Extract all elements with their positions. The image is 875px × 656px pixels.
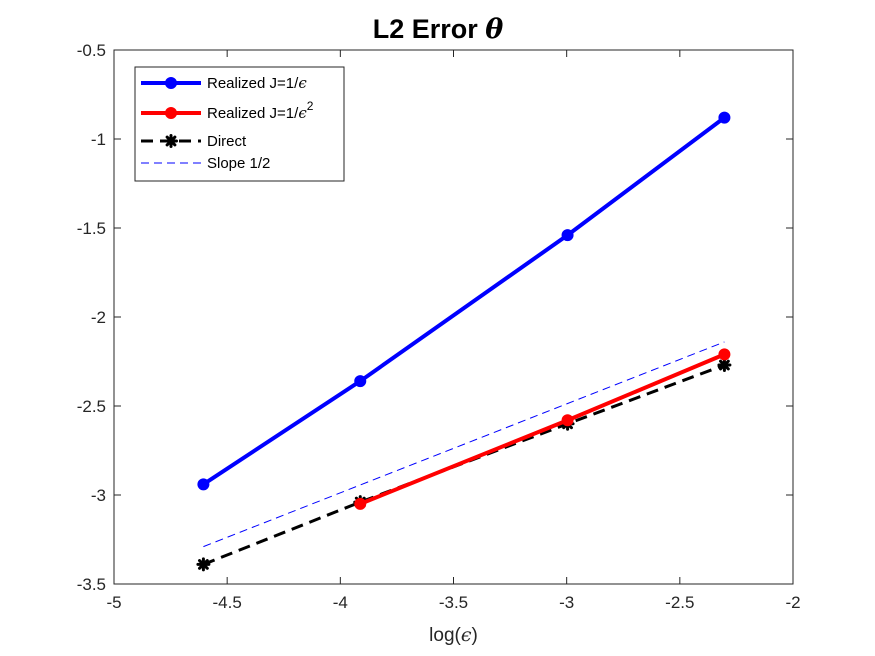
- data-point: [196, 557, 211, 572]
- x-tick-label: -2: [785, 593, 800, 612]
- y-tick-label: -1.5: [77, 219, 106, 238]
- svg-text:L2 Error θ: L2 Error θ: [373, 14, 504, 45]
- series-1: [197, 111, 731, 491]
- x-axis-label: log(ϵ): [429, 624, 478, 646]
- x-tick-label: -3.5: [439, 593, 468, 612]
- legend-item: Slope 1/2: [141, 155, 270, 172]
- x-axis-label-symbol: ϵ: [461, 624, 472, 646]
- data-point: [354, 497, 367, 510]
- y-tick-label: -3.5: [77, 575, 106, 594]
- x-tick-label: -3: [559, 593, 574, 612]
- series-line: [202, 116, 726, 486]
- y-tick-label: -3: [91, 486, 106, 505]
- x-axis-label-text: log(: [429, 625, 461, 646]
- chart-title: L2 Error θ: [373, 14, 504, 45]
- legend-item: Realized J=1/ϵ2: [141, 99, 314, 122]
- x-tick-label: -4: [333, 593, 348, 612]
- title-symbol: θ: [485, 14, 503, 45]
- x-axis: -5 -4.5 -4 -3.5 -3 -2.5 -2: [106, 50, 801, 612]
- series-layer: [196, 111, 732, 572]
- series-2: [354, 348, 731, 510]
- legend-label: Realized J=1/ϵ2: [207, 99, 314, 122]
- x-tick-label: -2.5: [665, 593, 694, 612]
- legend-label: Slope 1/2: [207, 155, 270, 172]
- data-point: [718, 348, 731, 361]
- y-tick-label: -0.5: [77, 41, 106, 60]
- legend-label: Direct: [207, 133, 247, 150]
- data-point: [165, 77, 177, 89]
- data-point: [561, 229, 574, 242]
- data-point: [718, 111, 731, 124]
- y-tick-label: -2.5: [77, 397, 106, 416]
- y-axis: -3.5 -3 -2.5 -2 -1.5 -1 -0.5: [77, 41, 793, 594]
- data-point: [717, 358, 732, 373]
- data-point: [354, 375, 367, 388]
- data-point: [197, 478, 210, 491]
- data-point: [561, 414, 574, 427]
- x-tick-label: -5: [106, 593, 121, 612]
- legend-label: Realized J=1/ϵ: [207, 74, 307, 92]
- series-4: [203, 341, 725, 548]
- x-axis-label-suffix: ): [472, 625, 478, 646]
- legend-item: Direct: [141, 133, 247, 150]
- title-text: L2 Error: [373, 14, 479, 44]
- series-line: [202, 363, 725, 566]
- y-tick-label: -1: [91, 130, 106, 149]
- series-line: [203, 341, 725, 548]
- y-tick-label: -2: [91, 308, 106, 327]
- legend-item: Realized J=1/ϵ: [141, 74, 307, 92]
- legend: Realized J=1/ϵ Realized J=1/ϵ2 Direct Slope…: [134, 66, 345, 182]
- data-point: [164, 134, 178, 148]
- data-point: [165, 107, 177, 119]
- x-tick-label: -4.5: [213, 593, 242, 612]
